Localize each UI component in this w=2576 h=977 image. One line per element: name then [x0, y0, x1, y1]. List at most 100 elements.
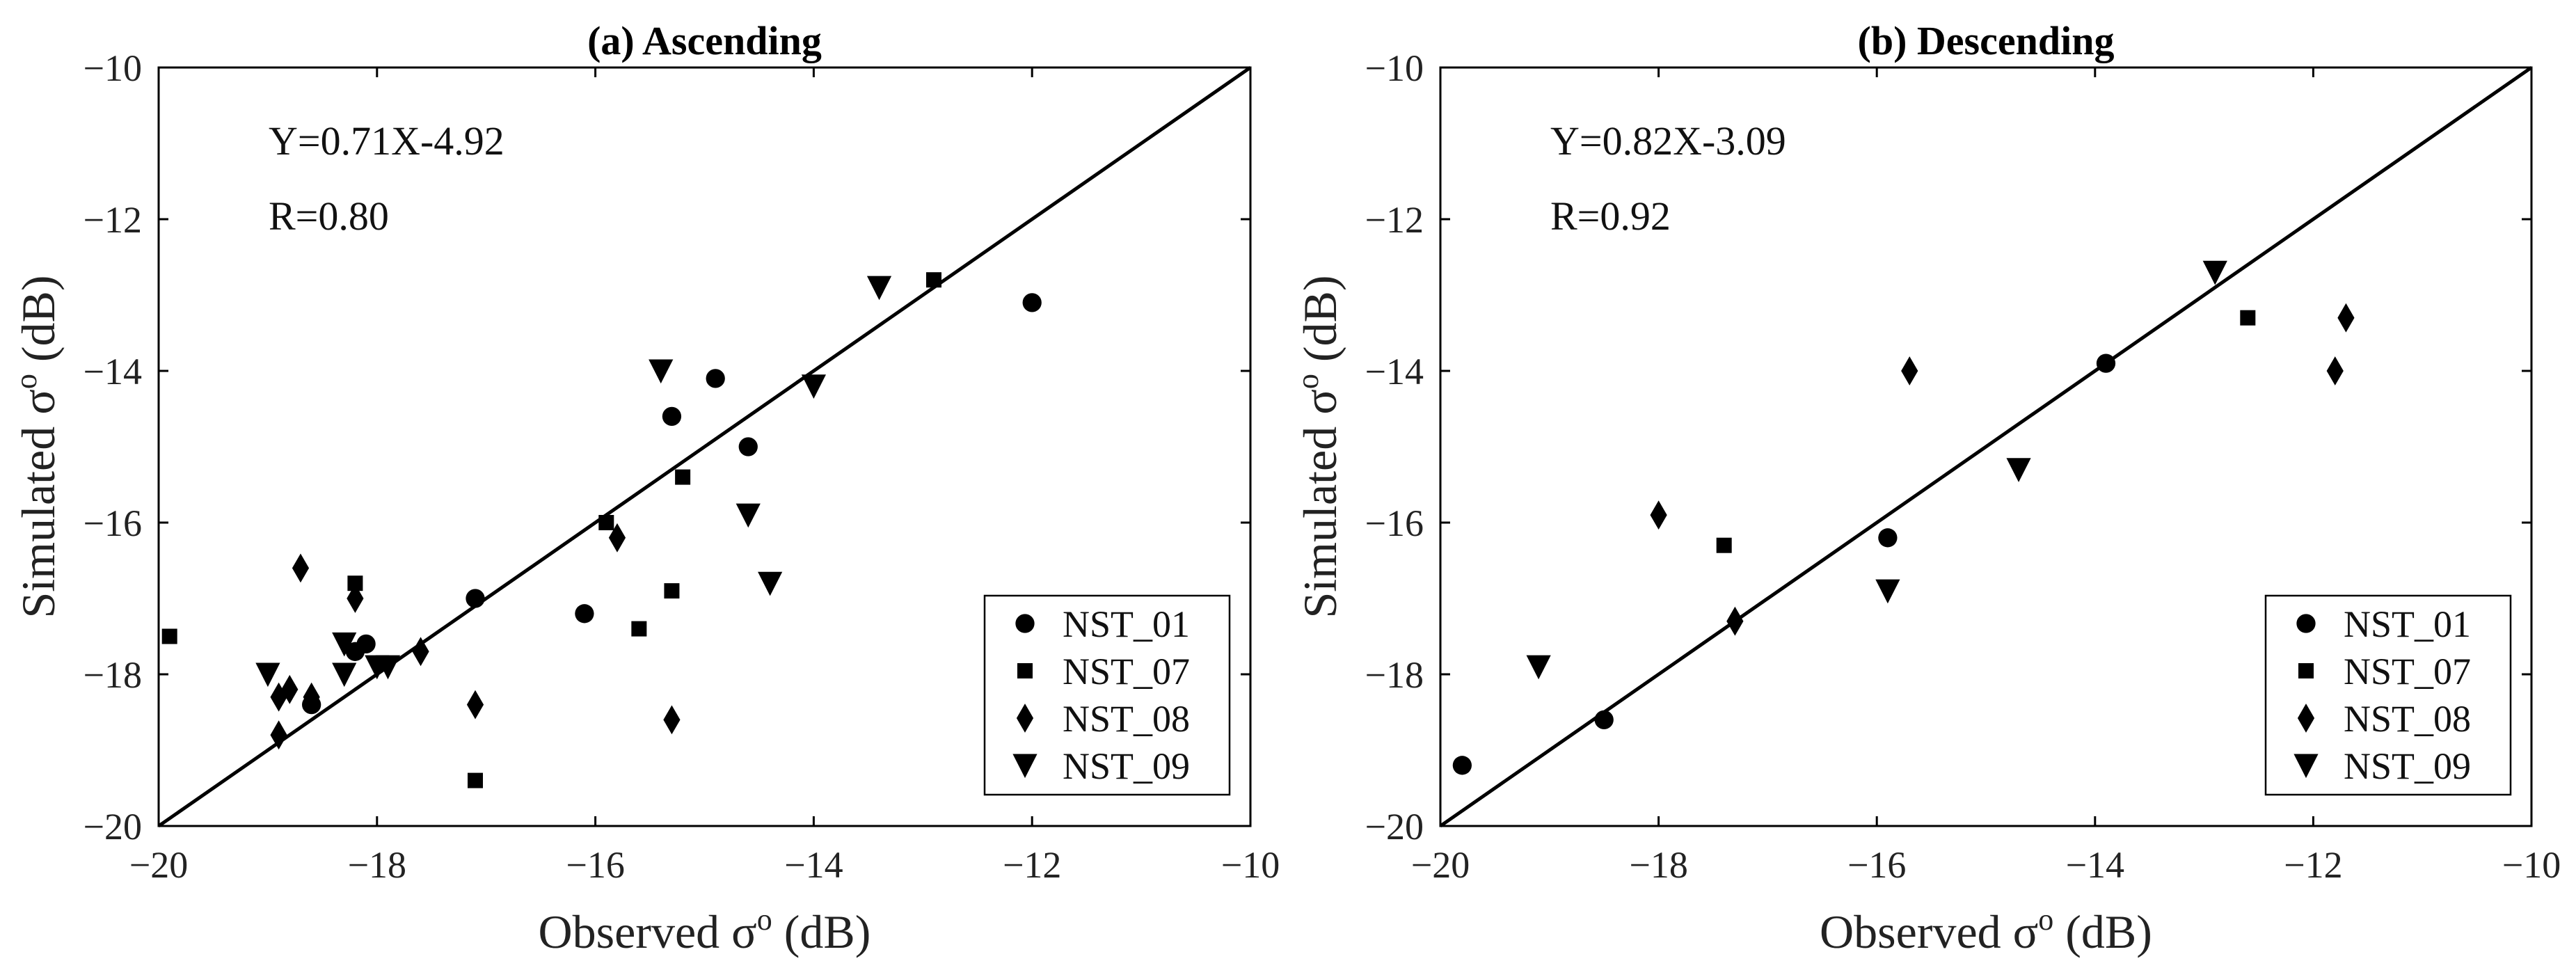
legend: NST_01 NST_07 NST_08 NST_09 — [983, 594, 1231, 796]
data-point-nst-09 — [2202, 260, 2227, 285]
legend-label: NST_08 — [1063, 698, 1190, 740]
legend-label: NST_07 — [2344, 651, 2471, 692]
data-point-nst-08 — [281, 674, 299, 704]
series-nst-09 — [1526, 260, 2227, 680]
r-value-annotation: R=0.80 — [269, 193, 389, 239]
x-tick-label: −18 — [1629, 844, 1687, 886]
legend-label: NST_07 — [1063, 651, 1190, 692]
x-tick-label: −12 — [2284, 844, 2342, 886]
data-point-nst-09 — [801, 374, 826, 399]
x-axis-label-unit: (dB) — [772, 905, 871, 958]
data-point-nst-08 — [608, 523, 626, 553]
x-axis-label-text: Observed σ — [1820, 905, 2038, 958]
legend-marker-nst-09 — [1012, 754, 1037, 779]
legend-marker-nst-01 — [2296, 614, 2316, 633]
legend-marker-nst-08 — [2297, 704, 2315, 733]
data-point-nst-08 — [1901, 356, 1918, 386]
x-tick-label: −20 — [129, 844, 188, 886]
data-point-nst-07 — [664, 583, 680, 599]
series-nst-08 — [1650, 303, 2355, 636]
x-tick-label: −12 — [1003, 844, 1061, 886]
fit-line — [157, 65, 1252, 828]
y-axis-label-unit: (dB) — [12, 275, 65, 374]
data-point-nst-07 — [161, 628, 177, 644]
data-point-nst-01 — [662, 406, 682, 427]
data-point-nst-09 — [1875, 579, 1900, 604]
legend-marker-nst-07 — [2298, 663, 2314, 678]
legend-marker-nst-07 — [1017, 663, 1033, 678]
x-axis-label-superscript: o — [2038, 903, 2053, 937]
legend-marker-nst-01 — [1015, 614, 1035, 633]
y-tick-label: −14 — [84, 351, 142, 392]
data-point-nst-09 — [255, 662, 280, 688]
data-point-nst-09 — [736, 503, 761, 528]
legend-label: NST_01 — [1063, 603, 1190, 645]
data-point-nst-07 — [925, 272, 941, 288]
data-point-nst-07 — [598, 515, 614, 530]
x-tick-label: −10 — [1221, 844, 1280, 886]
y-tick-label: −20 — [1365, 806, 1424, 848]
data-point-nst-01 — [1594, 710, 1614, 730]
data-point-nst-08 — [412, 637, 429, 667]
data-point-nst-01 — [1878, 528, 1898, 548]
series-nst-01 — [302, 293, 1042, 715]
legend-marker-nst-08 — [1016, 704, 1034, 733]
data-point-nst-08 — [466, 690, 484, 720]
x-tick-label: −18 — [348, 844, 406, 886]
x-axis-label-text: Observed σ — [539, 905, 757, 958]
series-nst-01 — [1452, 354, 2116, 775]
x-tick-label: −16 — [566, 844, 624, 886]
series-nst-07 — [1716, 310, 2256, 553]
y-axis-label-text: Simulated σ — [1294, 389, 1346, 618]
y-axis-label-unit: (dB) — [1294, 275, 1346, 374]
x-axis-label-unit: (dB) — [2053, 905, 2152, 958]
x-axis-label: Observed σo (dB) — [1820, 903, 2152, 958]
y-axis-label: Simulated σo (dB) — [1291, 275, 1346, 618]
data-point-nst-07 — [468, 772, 484, 788]
y-axis-label: Simulated σo (dB) — [9, 275, 65, 618]
legend-label: NST_01 — [2344, 603, 2471, 645]
data-point-nst-08 — [2326, 356, 2344, 386]
data-point-nst-01 — [2096, 354, 2116, 373]
data-point-nst-01 — [738, 437, 758, 456]
data-point-nst-01 — [466, 589, 485, 608]
legend-marker-nst-09 — [2293, 754, 2319, 779]
x-axis-label-superscript: o — [757, 903, 772, 937]
x-tick-label: −14 — [784, 844, 843, 886]
chart-panel-ascending: (a) Ascending −20 −18 −16 −14 −12 −10 −20 −18 −16… — [9, 18, 1280, 958]
data-point-nst-09 — [2006, 458, 2031, 482]
data-point-nst-01 — [706, 369, 725, 388]
data-point-nst-08 — [303, 682, 320, 712]
y-tick-label: −10 — [1365, 47, 1424, 89]
y-axis-label-text: Simulated σ — [12, 389, 65, 618]
data-point-nst-08 — [663, 705, 681, 735]
data-point-nst-07 — [675, 469, 691, 485]
x-tick-label: −14 — [2066, 844, 2124, 886]
data-point-nst-09 — [866, 276, 892, 301]
data-point-nst-08 — [292, 553, 310, 583]
data-point-nst-09 — [1526, 655, 1551, 680]
series-nst-08 — [270, 523, 681, 750]
y-tick-label: −16 — [84, 502, 142, 544]
legend-label: NST_09 — [2344, 745, 2471, 787]
legend: NST_01 NST_07 NST_08 NST_09 — [2264, 594, 2512, 796]
data-point-nst-08 — [270, 682, 287, 712]
data-point-nst-09 — [332, 662, 357, 688]
data-point-nst-07 — [1716, 537, 1732, 553]
data-point-nst-08 — [1650, 500, 1667, 530]
y-axis-label-superscript: o — [1291, 374, 1325, 389]
data-point-nst-08 — [1726, 606, 1744, 636]
y-tick-label: −18 — [84, 654, 142, 696]
x-tick-label: −20 — [1411, 844, 1470, 886]
x-tick-label: −10 — [2502, 844, 2561, 886]
data-point-nst-08 — [347, 584, 364, 613]
data-point-nst-01 — [345, 642, 365, 661]
data-point-nst-07 — [347, 575, 363, 591]
y-tick-label: −20 — [84, 806, 142, 848]
legend-label: NST_09 — [1063, 745, 1190, 787]
data-point-nst-08 — [2337, 303, 2355, 333]
fit-line — [1439, 65, 2533, 828]
data-point-nst-09 — [758, 571, 783, 596]
data-point-nst-01 — [1022, 293, 1042, 312]
equation-annotation: Y=0.71X-4.92 — [269, 118, 504, 164]
